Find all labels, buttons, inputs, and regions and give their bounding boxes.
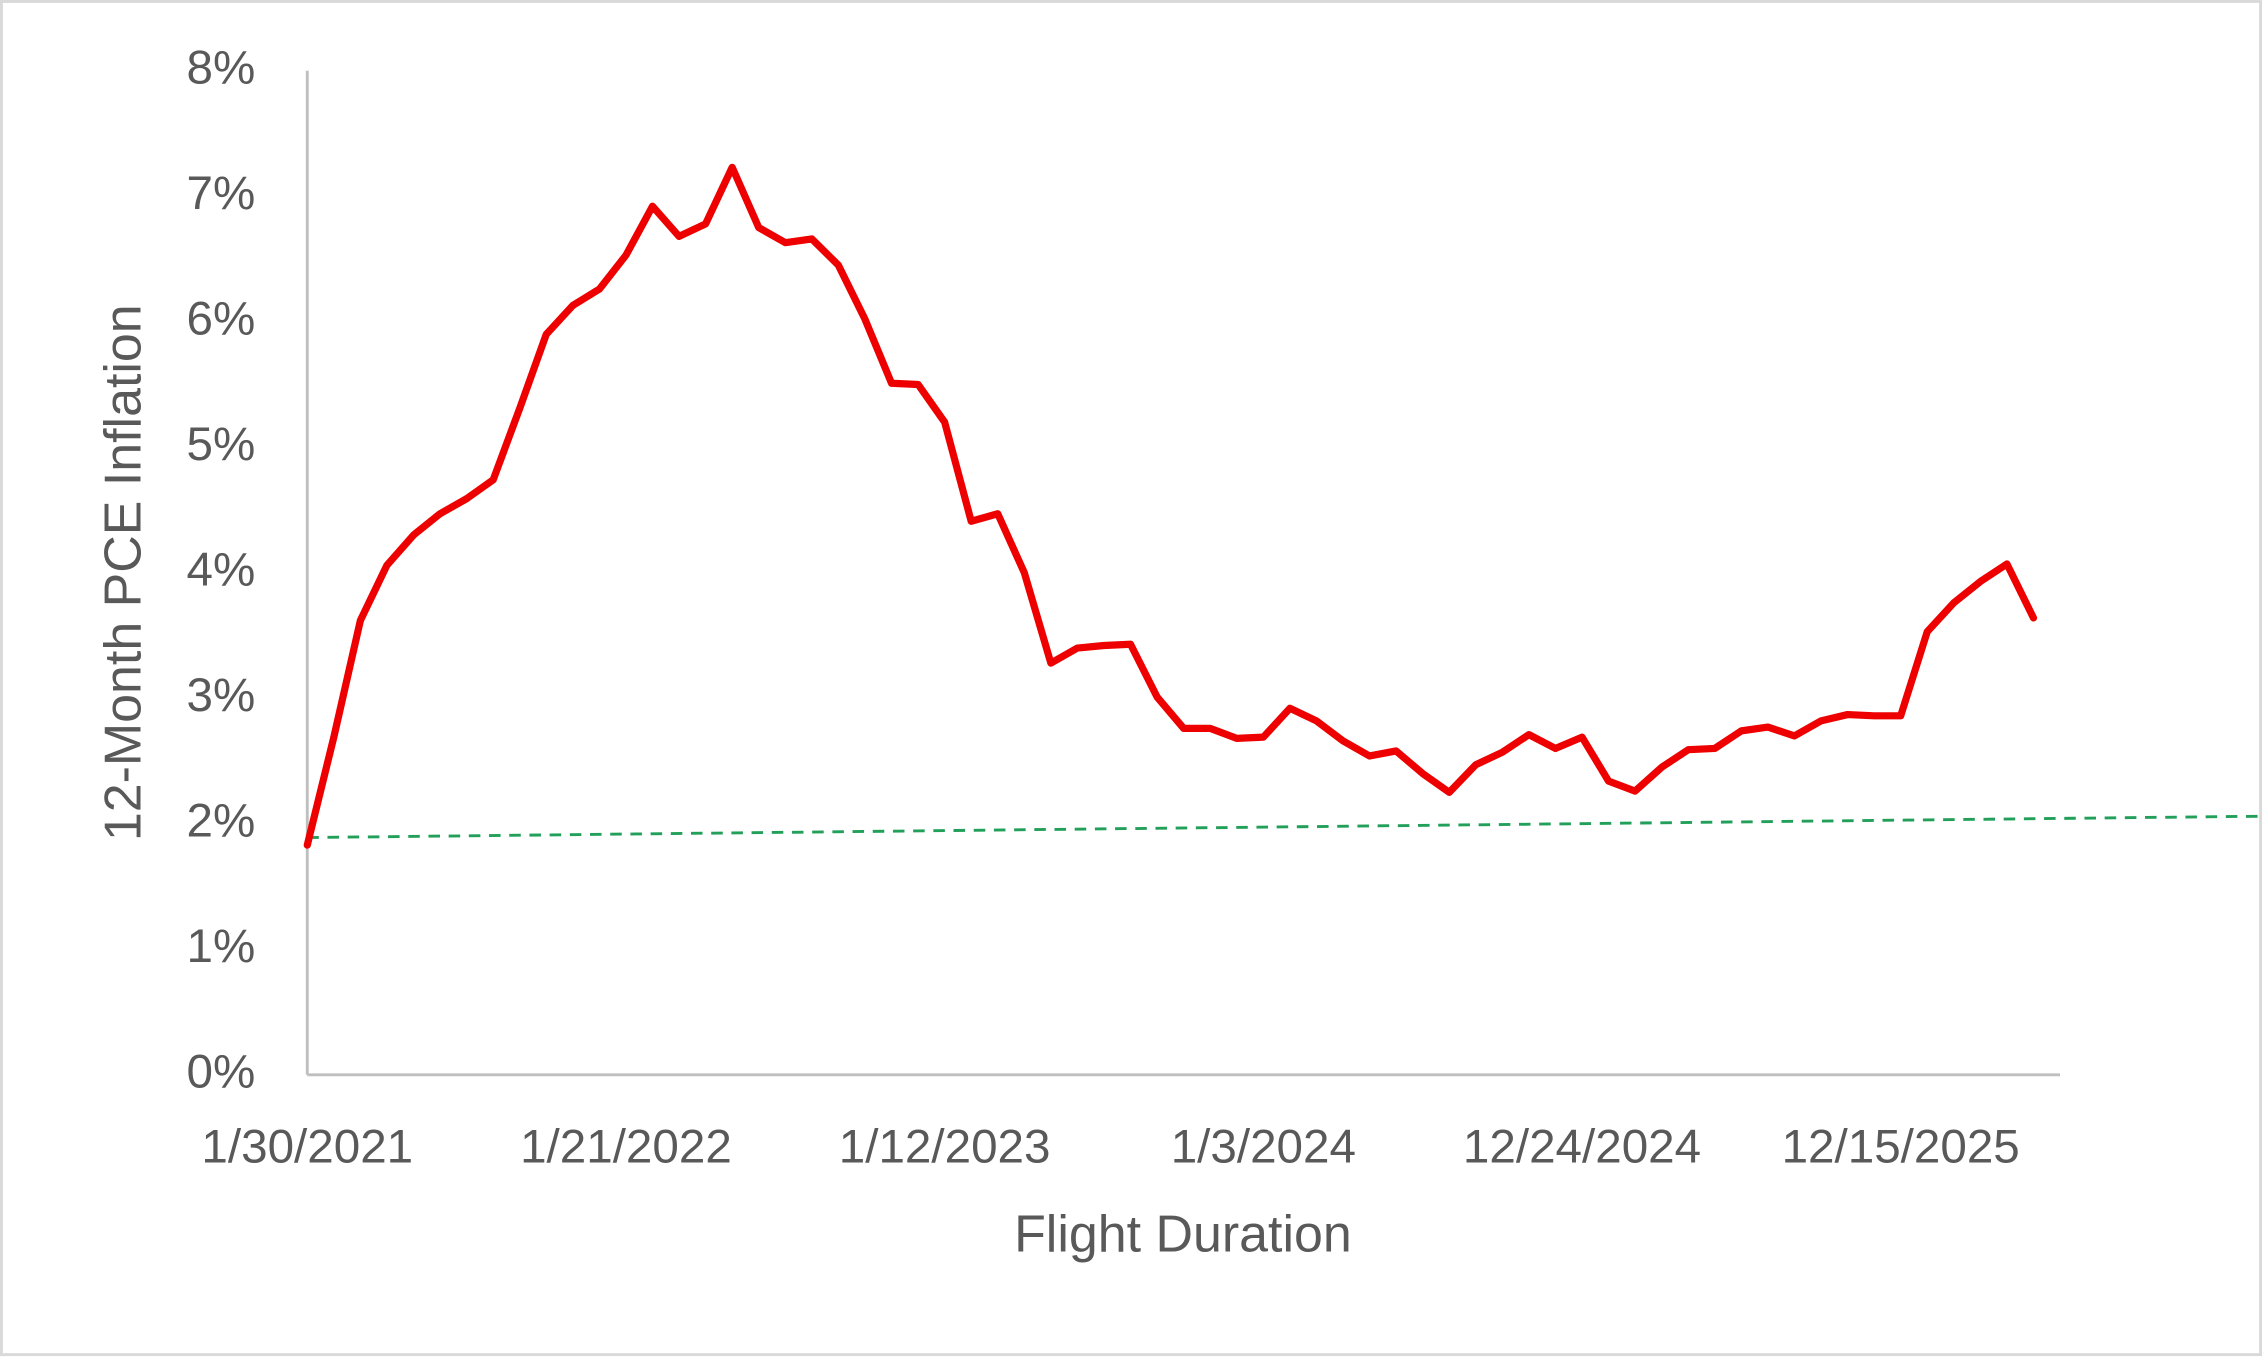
y-tick-label: 4% — [187, 543, 256, 596]
x-tick-label: 1/21/2022 — [520, 1120, 732, 1173]
y-tick-label: 2% — [187, 794, 256, 847]
x-tick-label: 12/15/2025 — [1782, 1120, 2020, 1173]
y-tick-label: 5% — [187, 418, 256, 471]
y-tick-label: 6% — [187, 292, 256, 345]
trendline — [307, 814, 2262, 839]
y-tick-label: 0% — [187, 1045, 256, 1098]
x-axis-title: Flight Duration — [1014, 1205, 1352, 1263]
x-tick-label: 1/30/2021 — [201, 1120, 413, 1173]
x-tick-label: 1/3/2024 — [1171, 1120, 1356, 1173]
y-tick-label: 8% — [187, 41, 256, 94]
x-tick-label: 1/12/2023 — [839, 1120, 1051, 1173]
y-axis-title: 12-Month PCE Inflation — [95, 304, 153, 841]
x-tick-label: 12/24/2024 — [1463, 1120, 1701, 1173]
y-tick-label: 7% — [187, 167, 256, 220]
y-tick-label: 3% — [187, 669, 256, 722]
y-tick-label: 1% — [187, 920, 256, 973]
data-line — [303, 163, 2038, 849]
